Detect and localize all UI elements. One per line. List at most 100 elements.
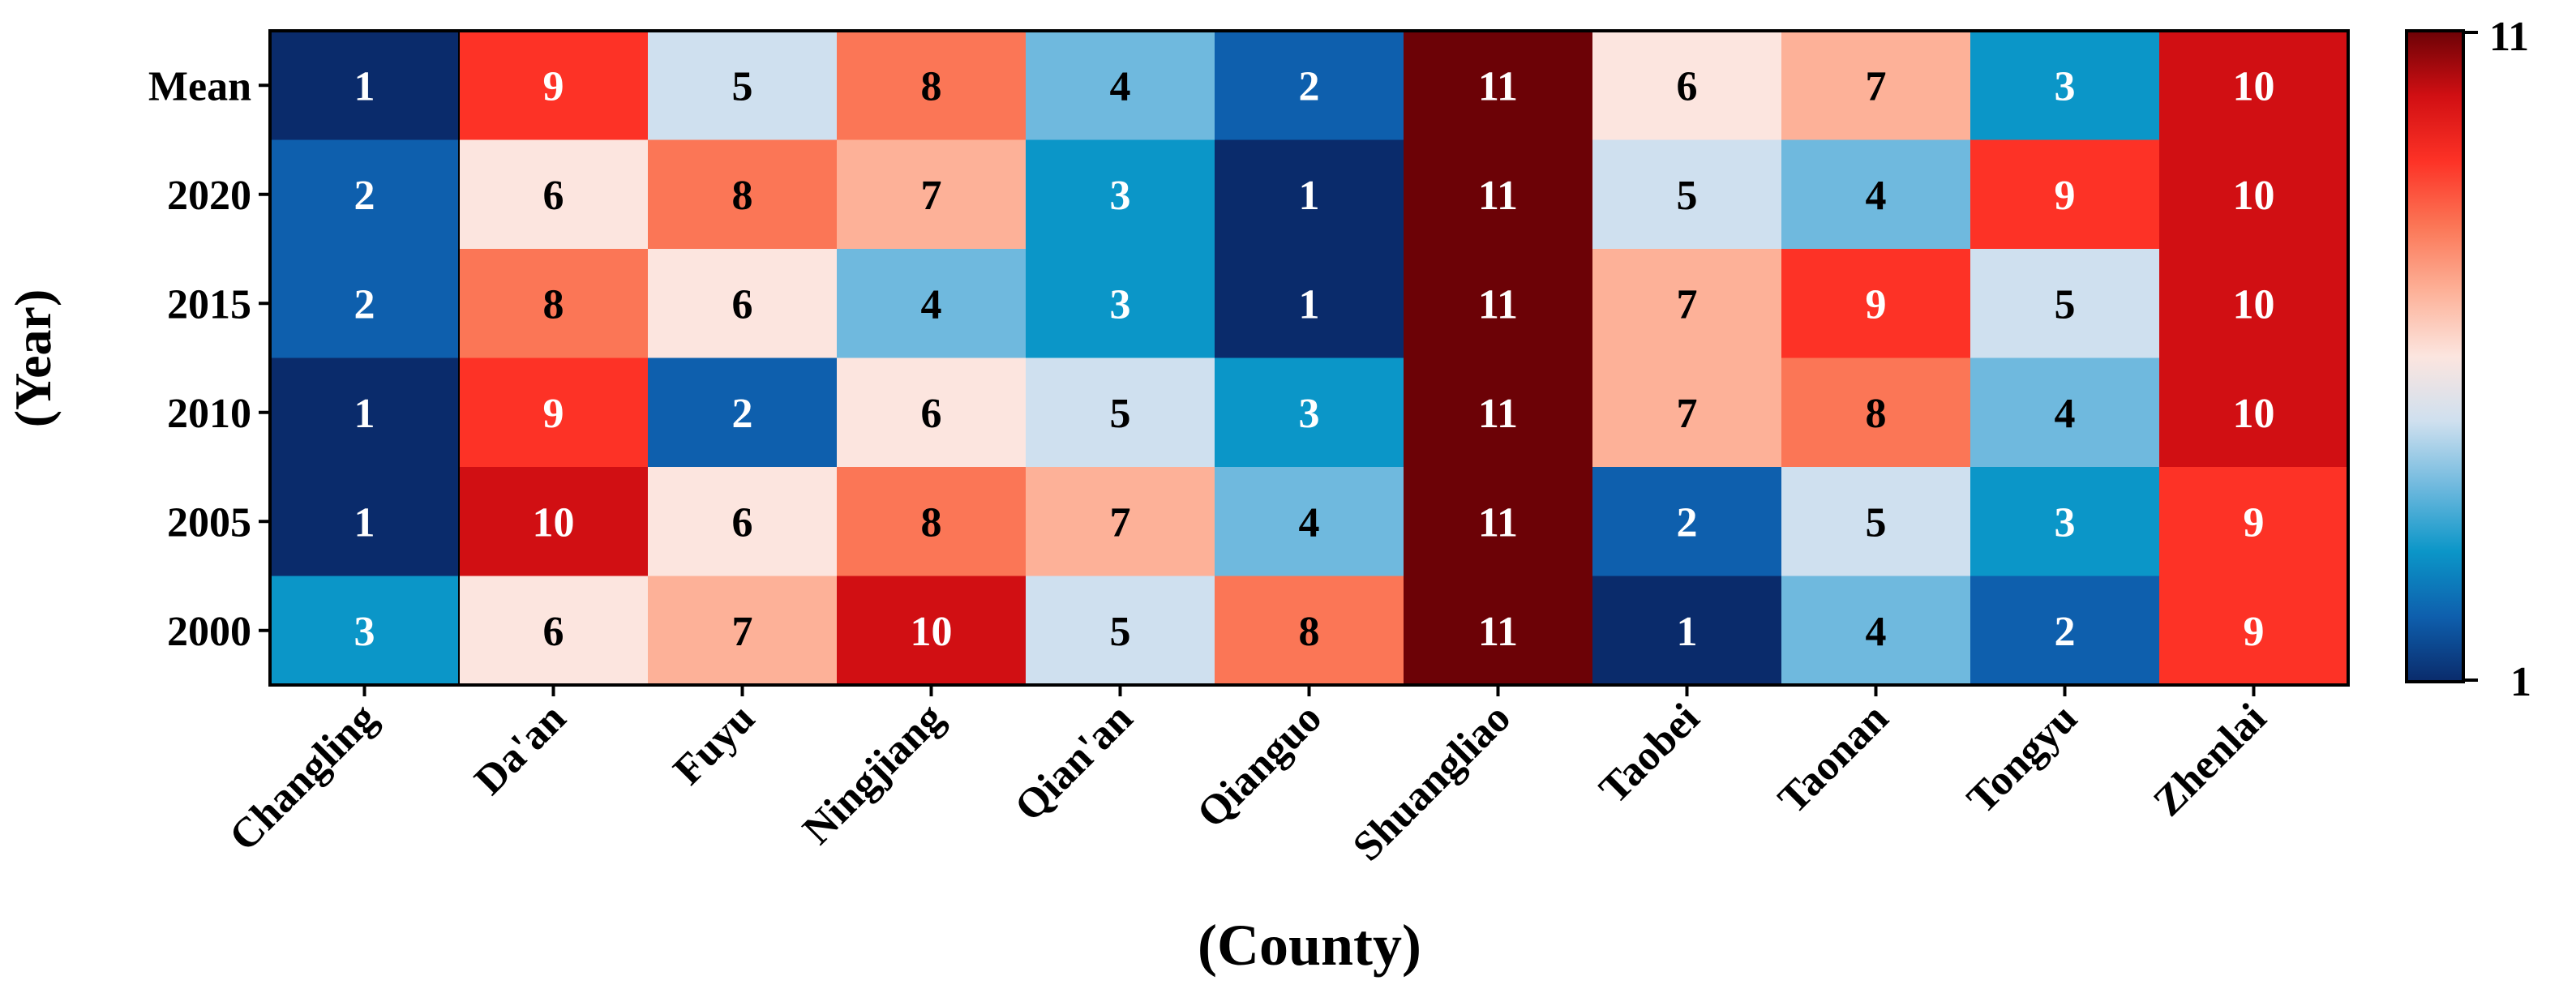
heatmap-cell-value: 4 [1866,173,1887,219]
heatmap-cell [648,467,838,577]
heatmap-cell-value: 3 [1110,173,1131,219]
heatmap-cell-value: 4 [2055,391,2076,437]
heatmap-cell-value: 9 [1866,281,1887,327]
heatmap-cell [1592,249,1782,359]
heatmap-cell [459,249,649,359]
heatmap-cell-value: 3 [2055,63,2076,109]
heatmap-cell-value: 9 [2244,609,2265,655]
heatmap-cell [1970,31,2160,141]
heatmap-cell [459,357,649,468]
heatmap-cell [1026,467,1215,577]
heatmap-cell [1592,467,1782,577]
heatmap-cell [1215,139,1404,250]
heatmap-cell-value: 5 [1866,499,1887,546]
heatmap-cell-value: 8 [1866,391,1887,437]
heatmap-cell-value: 6 [921,391,942,437]
heatmap-cell-labels: 1 9 5 8 4 2 11 6 7 3 102 6 8 7 3 1 11 5 4 9 102 8 6 4 3 1 11 7 9 5 101… [354,31,2275,685]
colorbar-max-label: 11 [2489,14,2529,60]
x-tick-label: Taonan [1769,695,1897,823]
heatmap-cell [837,139,1027,250]
heatmap-cell-value: 11 [1478,499,1518,546]
heatmap-cell-value: 7 [1677,391,1698,437]
y-tick-label: 2005 [167,499,251,546]
colorbar-gradient [2405,29,2465,683]
heatmap-cell-value: 7 [921,173,942,219]
heatmap-cell-value: 10 [911,609,953,655]
heatmap-cell-value: 1 [1299,281,1320,327]
colorbar-min-label: 1 [2510,659,2531,705]
heatmap-cell [648,576,838,686]
heatmap-cells [270,31,2349,686]
heatmap-cell-value: 3 [2055,499,2076,546]
heatmap-cell [1215,31,1404,141]
heatmap-cell [1215,357,1404,468]
heatmap-cell [1404,467,1593,577]
heatmap-cell [1215,249,1404,359]
x-tick-label: Qian'an [1006,695,1142,830]
heatmap-cell-value: 4 [921,281,942,327]
heatmap-cell [459,576,649,686]
heatmap-cell [1215,576,1404,686]
heatmap-cell-value: 5 [1110,609,1131,655]
heatmap-cell-value: 6 [732,499,753,546]
heatmap-cell [1215,467,1404,577]
heatmap-cell-value: 11 [1478,391,1518,437]
x-axis-label: (County) [1198,913,1421,978]
heatmap-cell-value: 8 [921,499,942,546]
heatmap-cell [837,357,1027,468]
heatmap-cell-value: 5 [1110,391,1131,437]
heatmap-cell-value: 1 [354,391,375,437]
heatmap-cell-value: 9 [2055,173,2076,219]
heatmap-cell [2159,357,2349,468]
heatmap-cell-value: 11 [1478,281,1518,327]
heatmap-cell [459,467,649,577]
heatmap-cell-value: 7 [732,609,753,655]
heatmap-cell [837,249,1027,359]
heatmap-cell [1026,139,1215,250]
heatmap-cell-value: 1 [1299,173,1320,219]
heatmap-cell [1970,467,2160,577]
heatmap-cell [2159,249,2349,359]
heatmap-cell [1781,139,1971,250]
heatmap-cell [1970,139,2160,250]
heatmap-cell [459,139,649,250]
heatmap-cell-value: 5 [1677,173,1698,219]
x-tick-label: Zhenlai [2145,695,2275,825]
heatmap-cell [1404,576,1593,686]
heatmap-cell-value: 8 [1299,609,1320,655]
heatmap-cell-value: 9 [543,63,564,109]
heatmap-cell-value: 1 [354,63,375,109]
x-tick-label: Ningjiang [794,695,953,854]
heatmap-cell-value: 1 [1677,609,1698,655]
heatmap-cell-value: 3 [1110,281,1131,327]
x-tick-label: Changling [221,695,386,860]
heatmap-cell [1026,249,1215,359]
heatmap-cell-value: 2 [354,173,375,219]
heatmap-cell-value: 6 [732,281,753,327]
y-tick-label: Mean [148,63,251,109]
heatmap-cell-value: 9 [2244,499,2265,546]
heatmap-cell-value: 2 [1299,63,1320,109]
y-tick-label: 2015 [167,281,251,327]
heatmap-cell [1026,357,1215,468]
x-tick-labels: Changling Da'an Fuyu Ningjiang Qian'an Qiangu… [221,685,2275,870]
heatmap-cell [1404,357,1593,468]
heatmap-cell-value: 11 [1478,173,1518,219]
x-tick-label: Taobei [1591,695,1708,812]
heatmap-cell [270,357,460,468]
heatmap-cell-value: 3 [1299,391,1320,437]
heatmap-cell [1781,576,1971,686]
heatmap-cell-value: 10 [2233,391,2275,437]
heatmap-cell-value: 11 [1478,63,1518,109]
heatmap-cell-value: 7 [1677,281,1698,327]
y-tick-label: 2010 [167,391,251,437]
heatmap-cell [1404,139,1593,250]
heatmap-cell-value: 4 [1110,63,1131,109]
heatmap-cell-value: 6 [1677,63,1698,109]
x-tick-label: Tongyu [1958,695,2086,823]
heatmap-cell [1404,31,1593,141]
heatmap-cell [648,249,838,359]
heatmap-cell-value: 1 [354,499,375,546]
heatmap-cell-value: 5 [2055,281,2076,327]
heatmap-cell [1781,357,1971,468]
